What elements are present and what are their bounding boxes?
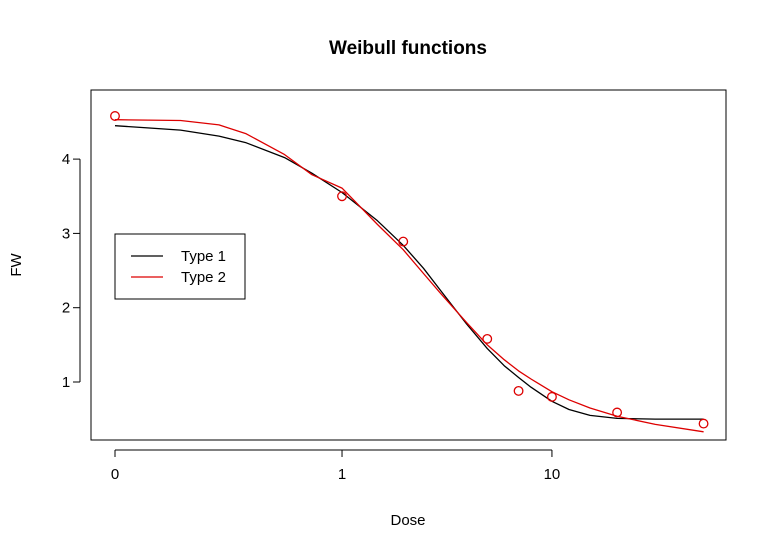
legend-label-type-1: Type 1 (181, 248, 226, 265)
plot-frame (90, 89, 727, 441)
x-tick-label: 1 (338, 466, 346, 483)
legend-box (114, 233, 246, 300)
legend-label-type-2: Type 2 (181, 269, 226, 286)
x-tick-label: 10 (544, 466, 561, 483)
x-axis: 0 1 10 (111, 449, 561, 483)
y-tick-label: 3 (62, 225, 70, 242)
chart-title: Weibull functions (329, 38, 487, 59)
series-lines (114, 119, 704, 433)
legend: Type 1 Type 2 (114, 233, 246, 300)
data-point (337, 191, 347, 202)
data-point (482, 333, 493, 344)
y-tick-label: 2 (62, 300, 70, 317)
data-point (513, 385, 524, 396)
data-point (398, 236, 409, 247)
y-tick-label: 1 (62, 374, 70, 391)
data-point (698, 418, 709, 429)
y-axis: 1 2 3 4 (62, 151, 81, 391)
data-point (110, 111, 120, 121)
x-axis-label: Dose (390, 512, 425, 529)
y-tick-label: 4 (62, 151, 70, 168)
y-axis-label: FW (8, 253, 25, 277)
x-tick-label: 0 (111, 466, 119, 483)
data-points (110, 111, 709, 429)
series-line-type-2 (114, 119, 704, 433)
data-point (546, 391, 557, 402)
data-point (612, 407, 623, 418)
